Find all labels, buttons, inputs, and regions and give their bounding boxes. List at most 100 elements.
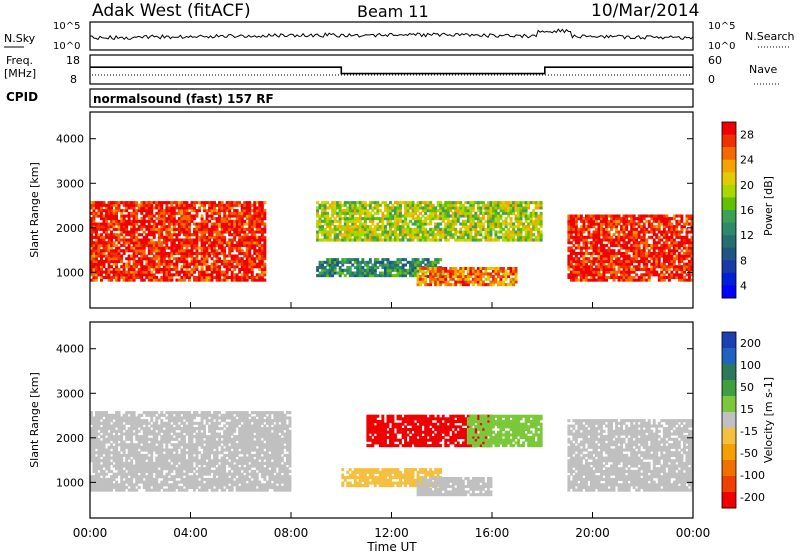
- heatmap-cell: [436, 277, 440, 281]
- heatmap-cell: [193, 214, 196, 218]
- heatmap-cell: [572, 259, 576, 263]
- heatmap-cell: [263, 225, 267, 229]
- heatmap-cell: [396, 209, 400, 213]
- heatmap-cell: [172, 262, 176, 266]
- heatmap-cell: [195, 257, 199, 261]
- heatmap-cell: [223, 275, 227, 279]
- heatmap-cell: [137, 456, 141, 460]
- heatmap-cell: [122, 488, 126, 492]
- heatmap-cell: [105, 206, 109, 210]
- heatmap-cell: [132, 203, 136, 207]
- heatmap-cell: [243, 259, 247, 263]
- heatmap-cell: [218, 278, 222, 282]
- heatmap-cell: [225, 203, 229, 207]
- heatmap-cell: [579, 249, 583, 253]
- heatmap-cell: [132, 488, 136, 492]
- heatmap-cell: [210, 241, 214, 245]
- heatmap-cell: [640, 227, 644, 231]
- heatmap-cell: [600, 217, 603, 221]
- heatmap-cell: [567, 219, 571, 223]
- heatmap-cell: [411, 258, 415, 262]
- heatmap-cell: [391, 222, 395, 226]
- heatmap-cell: [135, 275, 139, 279]
- heatmap-cell: [529, 230, 533, 234]
- heatmap-cell: [155, 206, 159, 210]
- heatmap-cell: [642, 246, 646, 250]
- heatmap-cell: [170, 246, 174, 250]
- heatmap-cell: [358, 219, 362, 223]
- heatmap-cell: [439, 201, 443, 205]
- heatmap-cell: [341, 268, 345, 272]
- heatmap-cell: [120, 432, 124, 436]
- heatmap-cell: [660, 219, 664, 223]
- heatmap-cell: [343, 260, 347, 264]
- heatmap-cell: [213, 217, 217, 221]
- heatmap-cell: [657, 217, 661, 221]
- heatmap-cell: [193, 222, 196, 226]
- heatmap-cell: [572, 217, 576, 221]
- heatmap-cell: [670, 233, 674, 237]
- heatmap-cell: [140, 472, 144, 476]
- heatmap-cell: [253, 241, 257, 245]
- heatmap-cell: [391, 203, 395, 207]
- heatmap-cell: [527, 238, 531, 242]
- heatmap-cell: [120, 453, 124, 457]
- heatmap-cell: [635, 254, 639, 258]
- heatmap-cell: [685, 219, 689, 223]
- heatmap-cell: [245, 254, 249, 258]
- heatmap-cell: [140, 437, 144, 441]
- heatmap-cell: [449, 233, 453, 237]
- heatmap-cell: [180, 259, 184, 263]
- heatmap-cell: [145, 262, 149, 266]
- heatmap-cell: [499, 209, 503, 213]
- heatmap-cell: [672, 267, 676, 271]
- heatmap-cell: [100, 275, 103, 279]
- heatmap-cell: [655, 254, 659, 258]
- heatmap-cell: [620, 251, 624, 255]
- heatmap-cell: [223, 273, 227, 277]
- heatmap-cell: [100, 483, 103, 487]
- heatmap-cell: [142, 429, 146, 433]
- heatmap-cell: [625, 273, 629, 277]
- cpid-label: CPID: [6, 90, 38, 104]
- heatmap-cell: [110, 275, 114, 279]
- heatmap-cell: [127, 211, 131, 215]
- heatmap-cell: [170, 222, 174, 226]
- heatmap-cell: [120, 435, 124, 439]
- heatmap-cell: [137, 227, 141, 231]
- heatmap-cell: [115, 238, 119, 242]
- heatmap-cell: [137, 461, 141, 465]
- heatmap-cell: [391, 238, 395, 242]
- heatmap-cell: [107, 243, 111, 247]
- heatmap-cell: [466, 201, 470, 205]
- heatmap-cell: [348, 206, 352, 210]
- heatmap-cell: [605, 227, 609, 231]
- heatmap-cell: [92, 416, 96, 420]
- heatmap-cell: [416, 230, 420, 234]
- heatmap-cell: [585, 249, 588, 253]
- heatmap-cell: [102, 259, 106, 263]
- heatmap-cell: [258, 265, 262, 269]
- heatmap-cell: [180, 251, 184, 255]
- heatmap-cell: [203, 225, 207, 229]
- heatmap-cell: [484, 206, 488, 210]
- heatmap-cell: [333, 217, 337, 221]
- heatmap-cell: [680, 267, 684, 271]
- heatmap-cell: [255, 273, 259, 277]
- heatmap-cell: [376, 233, 380, 237]
- heatmap-cell: [394, 263, 397, 267]
- heatmap-cell: [363, 233, 367, 237]
- heatmap-cell: [600, 257, 603, 261]
- heatmap-cell: [115, 429, 119, 433]
- heatmap-cell: [670, 249, 674, 253]
- heatmap-cell: [145, 219, 149, 223]
- heatmap-cell: [130, 270, 134, 274]
- heatmap-cell: [640, 235, 644, 239]
- heatmap-cell: [421, 206, 425, 210]
- nave-label: Nave: [749, 63, 777, 76]
- heatmap-cell: [135, 249, 139, 253]
- heatmap-cell: [539, 217, 543, 221]
- heatmap-cell: [260, 278, 264, 282]
- heatmap-cell: [117, 413, 121, 417]
- heatmap-cell: [115, 222, 119, 226]
